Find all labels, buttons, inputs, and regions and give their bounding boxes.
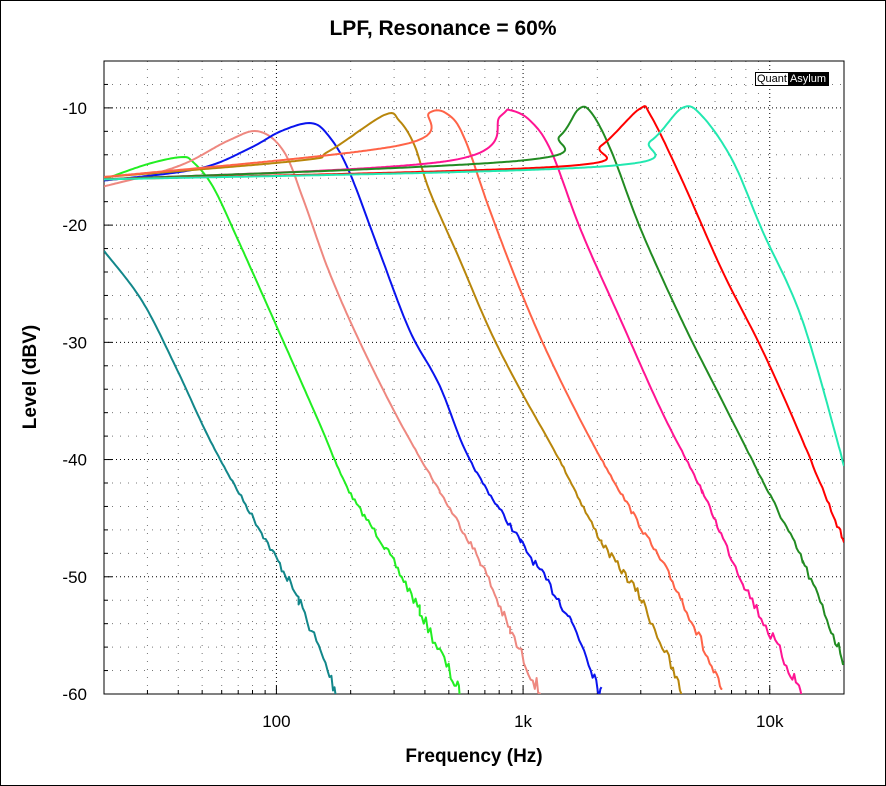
x-tick-label: 100 <box>262 712 290 731</box>
series-line-teal <box>104 250 337 694</box>
x-tick-label: 1k <box>514 712 532 731</box>
series-line-blue <box>104 122 603 694</box>
chart-title: LPF, Resonance = 60% <box>329 17 557 40</box>
y-tick-label: -20 <box>62 216 87 235</box>
series-line-goldenrod <box>104 112 683 694</box>
y-tick-label: -60 <box>62 685 87 704</box>
series-line-aquamarine <box>104 105 844 467</box>
series-line-tomato <box>104 109 723 691</box>
y-axis-label: Level (dBV) <box>20 324 41 430</box>
series-group <box>104 105 844 694</box>
y-tick-label: -50 <box>62 568 87 587</box>
plot-border <box>103 60 845 695</box>
series-line-salmon <box>104 130 541 694</box>
series-line-forestgreen <box>104 105 844 666</box>
series-line-deeppink <box>104 108 803 694</box>
logo-part2: Asylum <box>787 73 829 85</box>
x-tick-label: 10k <box>756 712 784 731</box>
y-tick-label: -10 <box>62 99 87 118</box>
quantasylum-logo: Quant Asylum <box>755 72 830 86</box>
y-tick-label: -30 <box>62 333 87 352</box>
x-axis-label: Frequency (Hz) <box>405 746 543 767</box>
series-line-lime <box>104 156 461 694</box>
logo-part1: Quant <box>756 73 788 85</box>
y-tick-label: -40 <box>62 451 87 470</box>
